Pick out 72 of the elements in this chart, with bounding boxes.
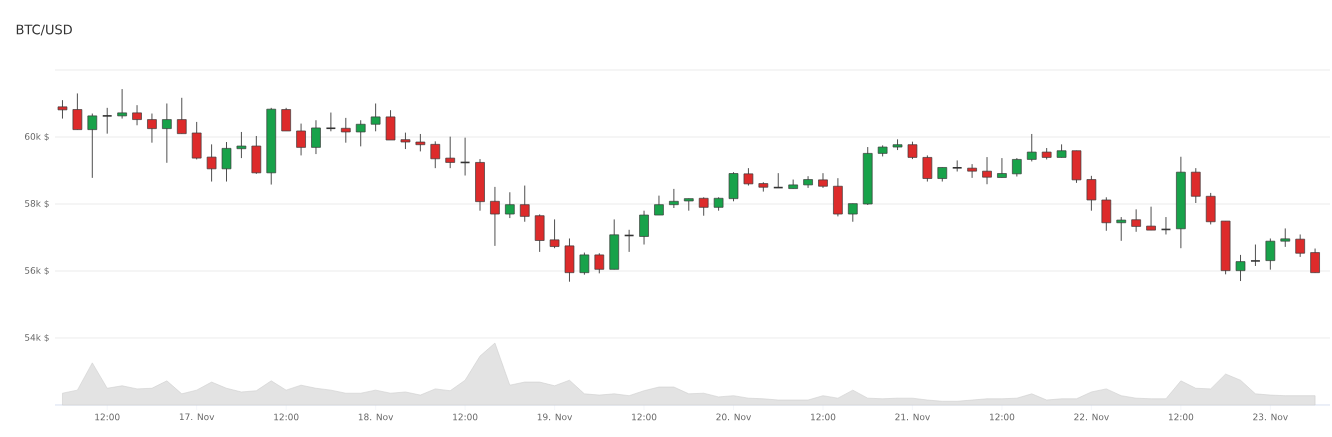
candlestick xyxy=(519,185,530,223)
candlestick xyxy=(505,191,515,219)
x-tick-label: 12:00 xyxy=(95,413,120,421)
candlestick xyxy=(132,104,142,126)
x-tick-label: 17. Nov xyxy=(179,413,215,421)
candlestick xyxy=(1265,238,1276,271)
candlestick xyxy=(162,103,172,164)
candlestick xyxy=(1012,157,1022,177)
x-tick-label: 12:00 xyxy=(1168,413,1194,421)
y-tick-label: 58k $ xyxy=(25,199,49,209)
candlestick xyxy=(176,97,187,135)
candlestick xyxy=(1280,227,1291,248)
candlestick xyxy=(698,196,709,217)
y-tick-label: 56k $ xyxy=(25,266,49,276)
x-tick-label: 18. Nov xyxy=(358,413,394,421)
candlestick xyxy=(221,141,232,182)
candlestick xyxy=(311,119,321,155)
y-tick-label: 60k $ xyxy=(24,132,49,142)
candlestick xyxy=(57,99,68,120)
candlestick xyxy=(355,119,366,147)
chart-title: BTC/USD xyxy=(16,24,72,36)
candlestick xyxy=(669,188,679,209)
candlestick xyxy=(967,163,977,179)
candlestick xyxy=(101,107,113,135)
candlestick xyxy=(1295,234,1305,258)
candlestick xyxy=(385,109,396,141)
candlestick xyxy=(579,252,590,276)
candlestick xyxy=(803,175,813,189)
candlestick xyxy=(340,117,351,144)
candlestick xyxy=(206,143,217,182)
candlestick xyxy=(1310,248,1320,274)
x-tick-label: 12:00 xyxy=(632,413,657,421)
x-tick-label: 20. Nov xyxy=(716,413,752,421)
candlestick xyxy=(1101,196,1112,232)
candlestick xyxy=(1116,216,1127,242)
candlestick xyxy=(982,156,992,185)
candlestick xyxy=(1250,244,1261,267)
candlestick xyxy=(445,136,456,169)
candlestick xyxy=(1131,208,1141,233)
x-tick-label: 19. Nov xyxy=(537,413,573,421)
candlestick xyxy=(236,131,247,159)
candlestick xyxy=(72,92,83,131)
y-tick-label: 54k $ xyxy=(25,333,49,343)
x-tick-label: 12:00 xyxy=(274,413,299,421)
candlestick xyxy=(1146,206,1156,231)
candlestick xyxy=(997,157,1007,178)
candlestick xyxy=(430,140,441,169)
candlestick xyxy=(1235,254,1246,282)
candlestick xyxy=(1086,175,1097,212)
candlestick xyxy=(1026,133,1037,162)
x-tick-label: 22. Nov xyxy=(1074,413,1109,421)
candlestick xyxy=(147,113,157,144)
candlestick xyxy=(87,113,98,179)
candlestick xyxy=(370,103,381,132)
candlestick xyxy=(117,88,127,120)
candlestick xyxy=(594,252,605,274)
candlestick xyxy=(951,159,963,172)
candlestick xyxy=(549,218,560,249)
x-tick-label: 21. Nov xyxy=(895,413,930,421)
candlestick xyxy=(654,195,664,216)
candlestick xyxy=(818,172,828,189)
x-tick-label: 12:00 xyxy=(453,413,478,421)
candlestick xyxy=(296,123,306,156)
candlestick xyxy=(325,112,337,132)
x-tick-label: 23. Nov xyxy=(1253,413,1288,421)
candlestick xyxy=(639,210,649,245)
candlestick xyxy=(490,186,500,247)
x-tick-label: 12:00 xyxy=(990,413,1015,421)
candlestick xyxy=(847,203,858,223)
candlestick xyxy=(281,107,291,132)
candlestick xyxy=(922,154,933,182)
x-tick-label: 12:00 xyxy=(811,413,836,421)
